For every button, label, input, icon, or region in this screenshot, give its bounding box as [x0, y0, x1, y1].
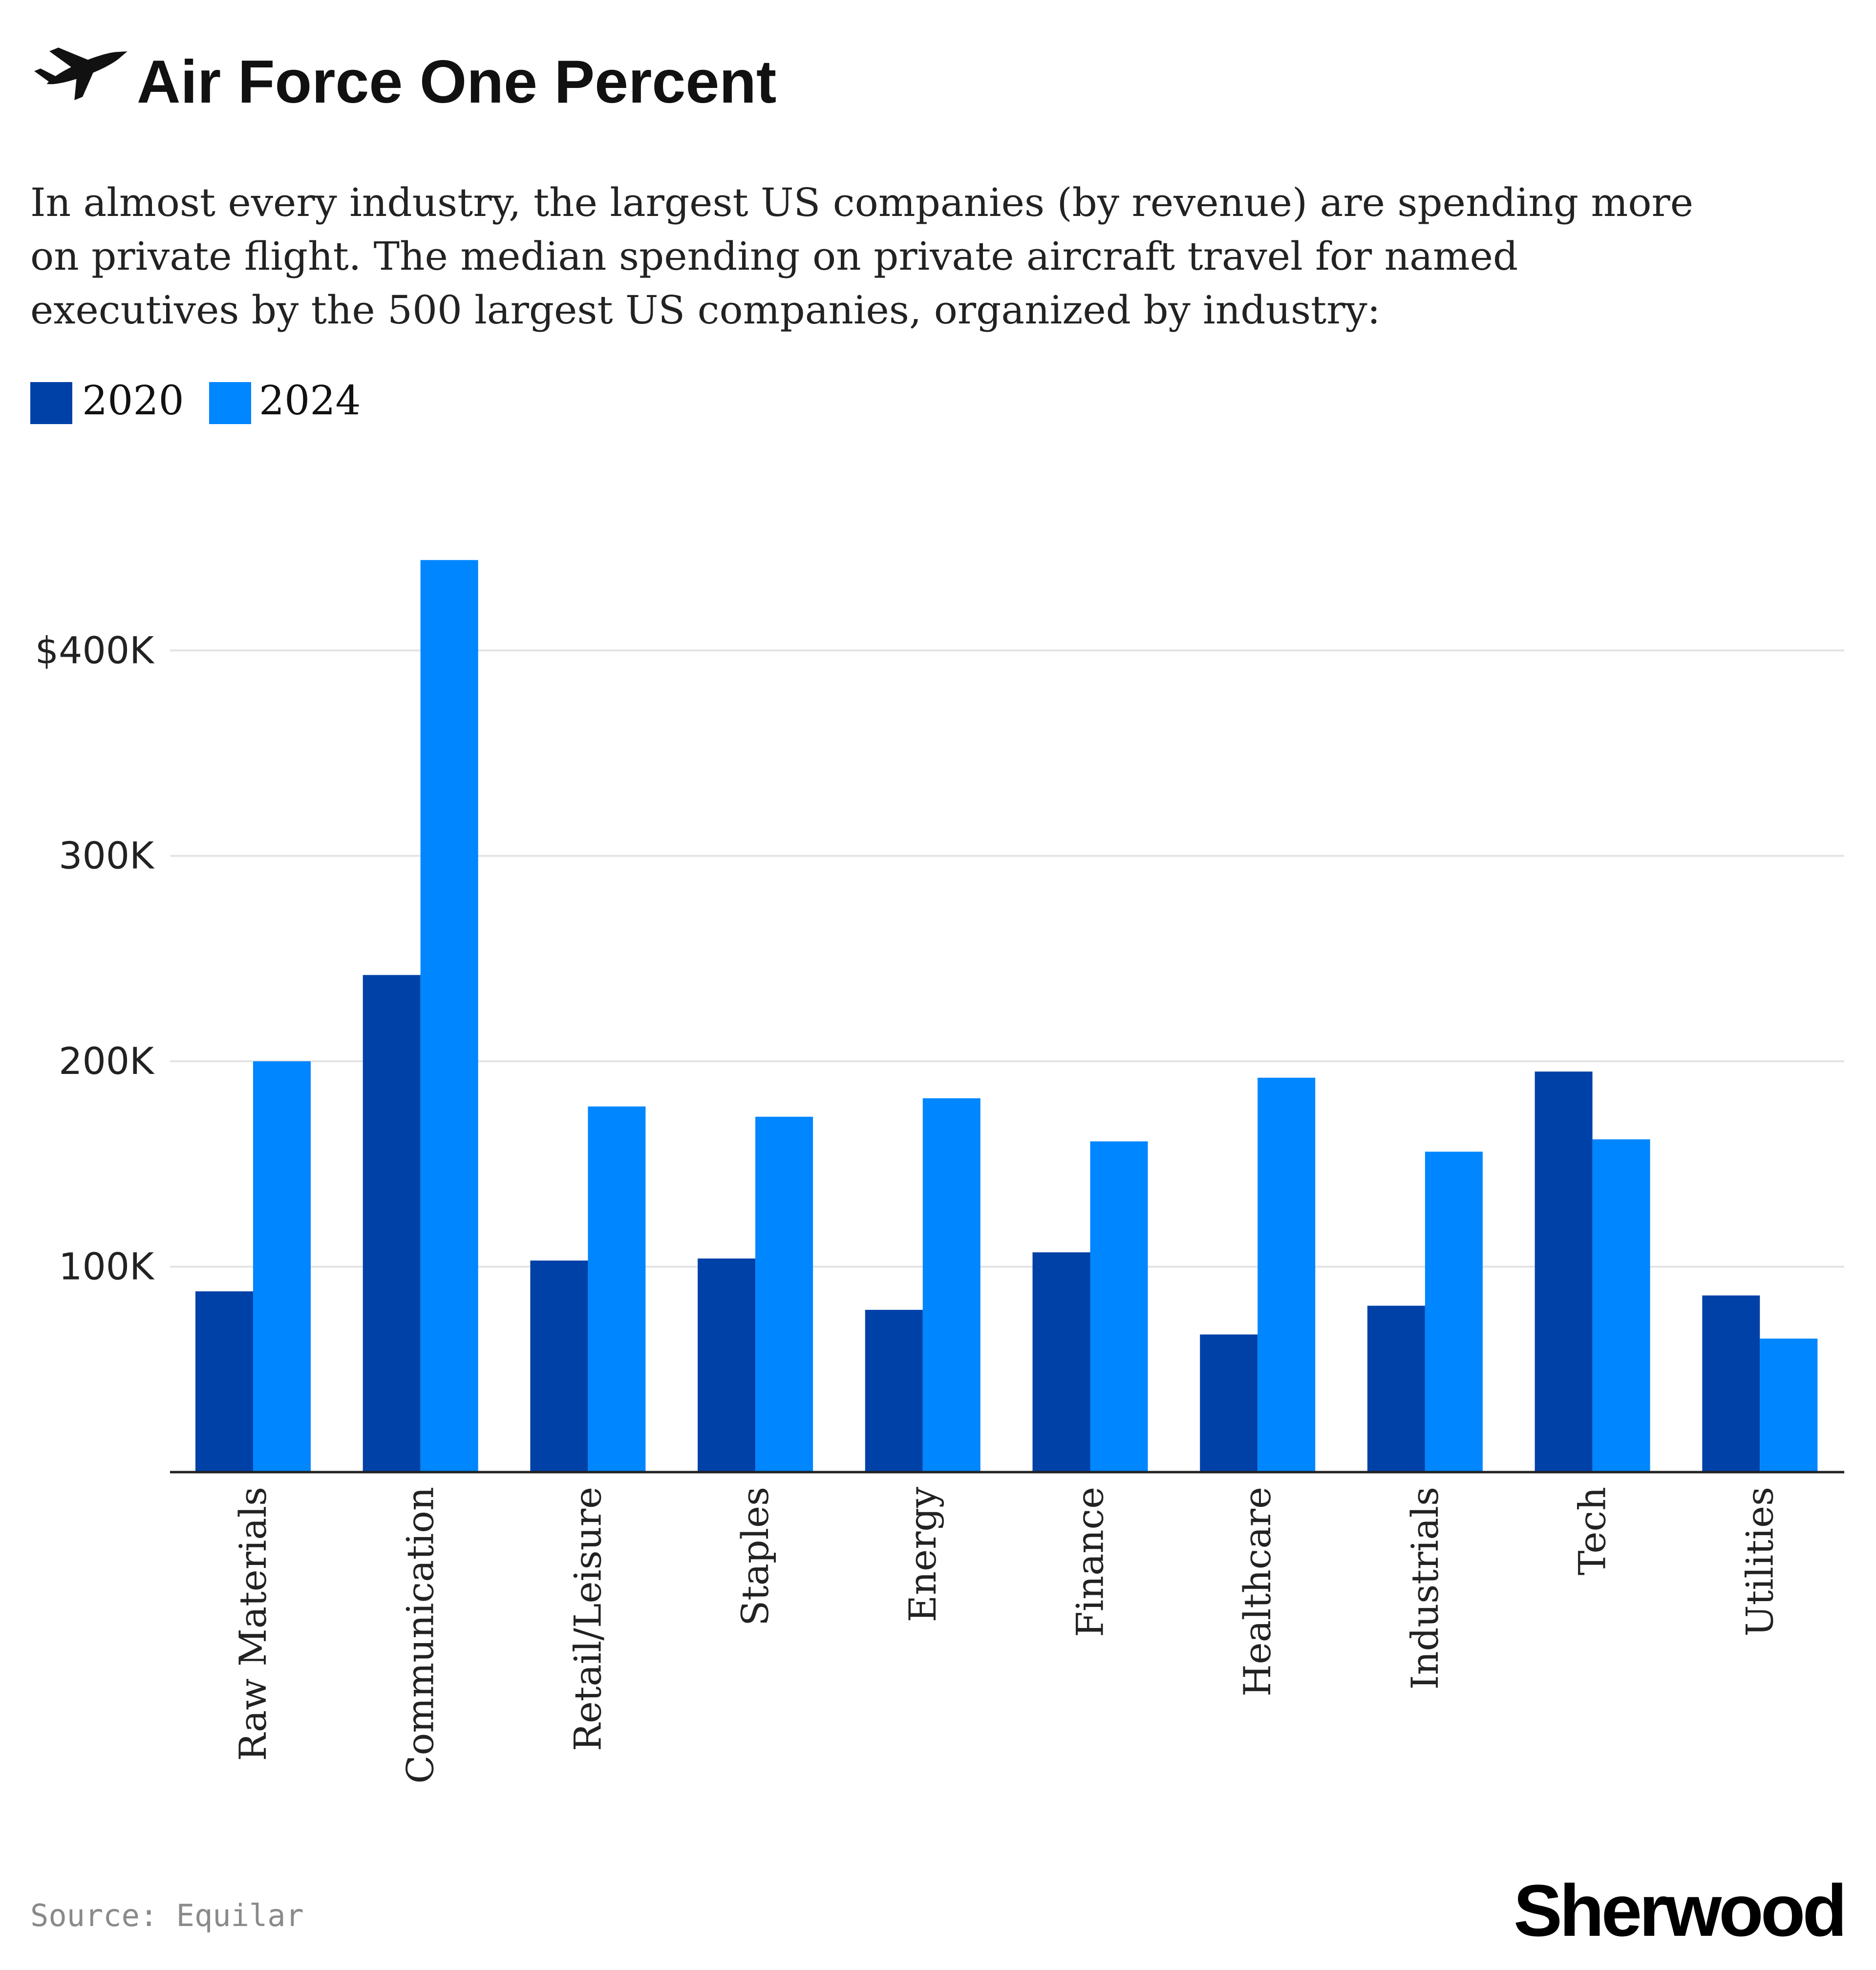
bar-2020-1: [362, 975, 421, 1472]
bar-2024-7: [1425, 1152, 1483, 1472]
subtitle-line-2: on private flight. The median spending o…: [30, 234, 1518, 279]
x-tick-label-1: Communication: [399, 1487, 442, 1784]
bar-2024-3: [755, 1116, 813, 1472]
legend-label-2024: 2024: [259, 378, 361, 424]
subtitle-line-3: executives by the 500 largest US compani…: [30, 287, 1381, 333]
y-tick-label-0: 100K: [59, 1245, 155, 1288]
x-tick-label-9: Utilities: [1738, 1487, 1781, 1636]
bar-2020-2: [530, 1260, 588, 1472]
legend-swatch-2020: [30, 382, 72, 424]
x-tick-label-0: Raw Materials: [231, 1487, 275, 1761]
legend-label-2020: 2020: [82, 378, 184, 424]
bar-2020-7: [1367, 1306, 1425, 1472]
legend: 2020 2024: [30, 378, 361, 424]
source-note: Source: Equilar: [30, 1898, 304, 1933]
x-tick-label-7: Industrials: [1403, 1487, 1447, 1690]
y-tick-label-2: 300K: [59, 834, 155, 878]
bar-2024-9: [1760, 1338, 1818, 1472]
bar-2020-9: [1702, 1295, 1760, 1472]
bars: [195, 560, 1818, 1472]
bar-2024-2: [588, 1106, 646, 1472]
x-tick-label-2: Retail/Leisure: [566, 1487, 609, 1751]
y-axis-ticks: 100K 200K 300K $400K: [35, 628, 155, 1288]
bar-2024-4: [922, 1098, 981, 1472]
subtitle-line-1: In almost every industry, the largest US…: [30, 180, 1693, 225]
legend-swatch-2024: [209, 382, 251, 424]
bar-2020-8: [1535, 1071, 1593, 1472]
bar-2024-0: [253, 1061, 311, 1472]
x-tick-label-4: Energy: [901, 1487, 944, 1622]
y-tick-label-3: $400K: [35, 628, 155, 672]
x-tick-label-6: Healthcare: [1236, 1487, 1279, 1697]
y-tick-label-1: 200K: [59, 1039, 155, 1083]
airplane-icon: [34, 47, 128, 100]
x-tick-label-3: Staples: [733, 1487, 777, 1626]
bar-2024-5: [1090, 1141, 1148, 1472]
bar-2024-6: [1258, 1077, 1316, 1472]
x-axis-ticks: Raw Materials Communication Retail/Leisure…: [231, 1487, 1781, 1784]
bar-2020-5: [1032, 1252, 1090, 1472]
bar-2024-8: [1592, 1139, 1650, 1472]
bar-2020-3: [698, 1258, 756, 1472]
chart-title: Air Force One Percent: [137, 48, 776, 116]
bar-2020-4: [865, 1309, 923, 1472]
bar-2020-0: [195, 1291, 253, 1472]
bar-2024-1: [420, 560, 478, 1472]
brand-logo: Sherwood: [1514, 1869, 1844, 1951]
x-tick-label-8: Tech: [1571, 1487, 1614, 1575]
x-tick-label-5: Finance: [1068, 1487, 1112, 1637]
bar-2020-6: [1200, 1334, 1258, 1472]
